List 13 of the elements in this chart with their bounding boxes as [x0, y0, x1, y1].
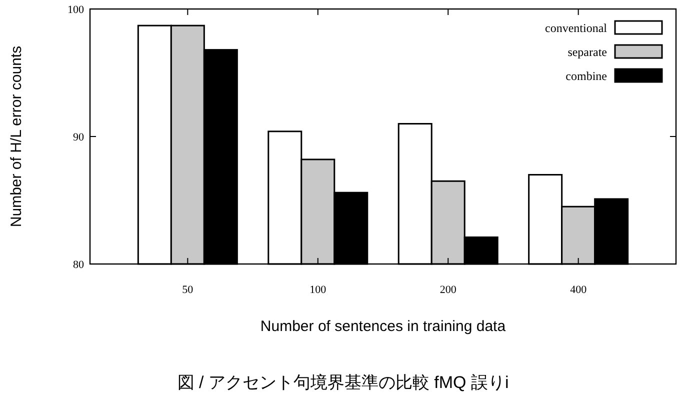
x-tick-label: 100: [310, 284, 327, 296]
y-axis-title: Number of H/L error counts: [8, 46, 25, 228]
legend-label: combine: [566, 69, 607, 83]
text: 図 / アクセント句境界基準の比較 fMQ 誤りi: [177, 373, 509, 392]
y-tick-label: 100: [68, 4, 84, 16]
legend-label: conventional: [545, 21, 608, 35]
y-tick-label: 80: [73, 259, 84, 271]
x-axis-title: Number of sentences in training data: [260, 318, 506, 335]
x-tick-label: 200: [440, 284, 457, 296]
legend-label: separate: [568, 45, 607, 59]
x-tick-label: 50: [182, 284, 194, 296]
y-tick-label: 90: [73, 132, 84, 144]
x-tick-label: 400: [570, 284, 588, 296]
